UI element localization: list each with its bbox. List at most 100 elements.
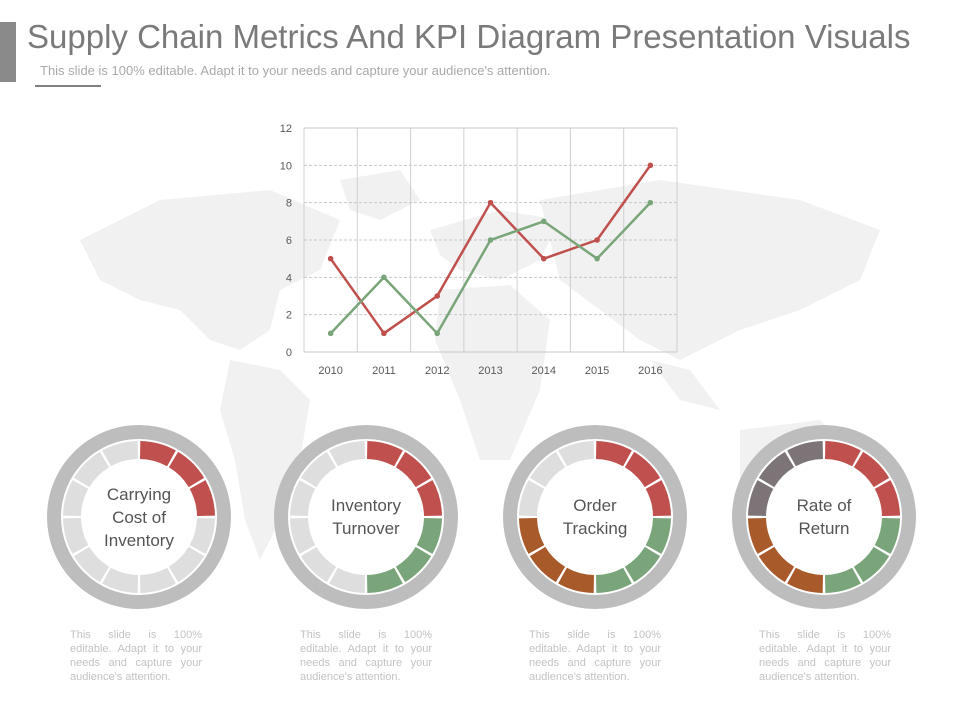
ring-segment	[189, 480, 215, 516]
kpi-label-line: Inventory	[104, 530, 174, 550]
ring-segment	[787, 441, 823, 467]
data-point	[540, 218, 547, 225]
ring-gap	[517, 439, 673, 595]
ring-segment	[63, 480, 89, 516]
donut-ring	[47, 425, 231, 609]
kpi-order-tracking: Order Tracking	[503, 425, 687, 609]
y-tick-label: 8	[286, 198, 292, 210]
series-line	[329, 164, 652, 336]
ring-segment	[168, 451, 205, 488]
data-point	[540, 255, 547, 262]
data-point	[327, 255, 334, 262]
ring-segment	[367, 441, 403, 467]
kpi-rate-of-return: Rate of Return	[732, 425, 916, 609]
ring-segment	[558, 567, 594, 593]
ring-segment	[290, 518, 316, 554]
y-tick-label: 12	[280, 123, 292, 135]
ring-segment	[787, 567, 823, 593]
ring-segment	[529, 546, 566, 583]
ring-segment	[519, 518, 545, 554]
ring-segment	[748, 480, 774, 516]
data-point	[647, 162, 654, 169]
donut-ring	[732, 425, 916, 609]
kpi-label-line: Cost of	[112, 507, 166, 527]
kpi-label-line: Rate of	[796, 496, 852, 515]
ring-gap	[61, 439, 217, 595]
page-subtitle: This slide is 100% editable. Adapt it to…	[40, 63, 551, 78]
data-point	[487, 237, 494, 243]
x-tick-label: 2013	[478, 365, 502, 377]
ring-segment	[529, 451, 566, 488]
y-tick-label: 10	[280, 160, 292, 172]
series-line	[329, 201, 652, 336]
kpi-carrying-cost-of-inventory: Carrying Cost of Inventory	[47, 425, 231, 609]
x-tick-label: 2011	[372, 365, 396, 377]
ring-segment	[874, 518, 900, 554]
ring-segment	[748, 518, 774, 554]
ring-segment	[874, 480, 900, 516]
kpi-label-line: Turnover	[332, 519, 400, 538]
ring-segment	[519, 480, 545, 516]
ring-segment	[329, 567, 365, 593]
kpi-label-line: Order	[573, 496, 617, 515]
ring-segment	[645, 480, 671, 516]
y-tick-label: 2	[286, 310, 292, 322]
data-point	[327, 330, 334, 337]
donut-ring	[503, 425, 687, 609]
ring-segment	[645, 518, 671, 554]
ring-segment	[140, 567, 176, 593]
kpi-label-line: Tracking	[562, 519, 628, 538]
x-axis-tick-labels: 2010 2011 2012 2013 2014 2015 2016	[318, 365, 662, 377]
ring-segment	[73, 546, 110, 583]
ring-segment	[395, 451, 432, 488]
y-tick-label: 4	[286, 272, 292, 284]
kpi-description: This slide is 100% editable. Adapt it to…	[300, 629, 432, 683]
donut-ring	[274, 425, 458, 609]
kpi-description: This slide is 100% editable. Adapt it to…	[759, 629, 891, 683]
kpi-label: Rate of Return	[762, 455, 886, 579]
ring-segment	[102, 441, 138, 467]
y-tick-label: 0	[286, 347, 292, 359]
ring-segment	[290, 480, 316, 516]
ring-segment	[596, 441, 632, 467]
line-chart: 0 2 4 6 8 10 12 2010 2011 2012 2013 2014 2015 2016	[280, 123, 678, 377]
ring-segment	[416, 480, 442, 516]
data-point	[434, 330, 441, 337]
ring-gap	[288, 439, 444, 595]
kpi-description: This slide is 100% editable. Adapt it to…	[70, 629, 202, 683]
title-underline	[35, 85, 101, 87]
ring-segment	[558, 441, 594, 467]
y-axis-tick-labels: 0 2 4 6 8 10 12	[280, 123, 292, 359]
kpi-label: Order Tracking	[533, 455, 657, 579]
kpi-label: Carrying Cost of Inventory	[77, 455, 201, 579]
kpi-label-line: Carrying	[106, 484, 172, 504]
data-point	[487, 199, 494, 206]
ring-segment	[758, 546, 795, 583]
ring-segment	[825, 567, 861, 593]
ring-segment	[102, 567, 138, 593]
ring-segment	[825, 441, 861, 467]
ring-segment	[140, 441, 176, 467]
data-point	[434, 293, 441, 299]
ring-segment	[73, 451, 110, 488]
ring-segment	[300, 546, 337, 583]
x-tick-label: 2014	[532, 365, 556, 377]
x-tick-label: 2012	[425, 365, 449, 377]
page-title: Supply Chain Metrics And KPI Diagram Pre…	[27, 18, 911, 55]
data-point	[381, 330, 387, 337]
ring-segment	[624, 451, 661, 488]
data-point	[594, 255, 600, 262]
kpi-label-line: Inventory	[331, 496, 401, 515]
data-point	[594, 237, 600, 243]
data-point	[381, 274, 387, 281]
kpi-label-line: Return	[798, 519, 850, 538]
kpi-description: This slide is 100% editable. Adapt it to…	[529, 629, 661, 683]
ring-segment	[329, 441, 365, 467]
ring-segment	[853, 451, 890, 488]
ring-segment	[596, 567, 632, 593]
kpi-inventory-turnover: Inventory Turnover	[274, 425, 458, 609]
kpi-label: Inventory Turnover	[304, 455, 428, 579]
ring-segment	[63, 518, 89, 554]
chart-series-lines	[329, 164, 652, 336]
x-tick-label: 2016	[638, 365, 662, 377]
